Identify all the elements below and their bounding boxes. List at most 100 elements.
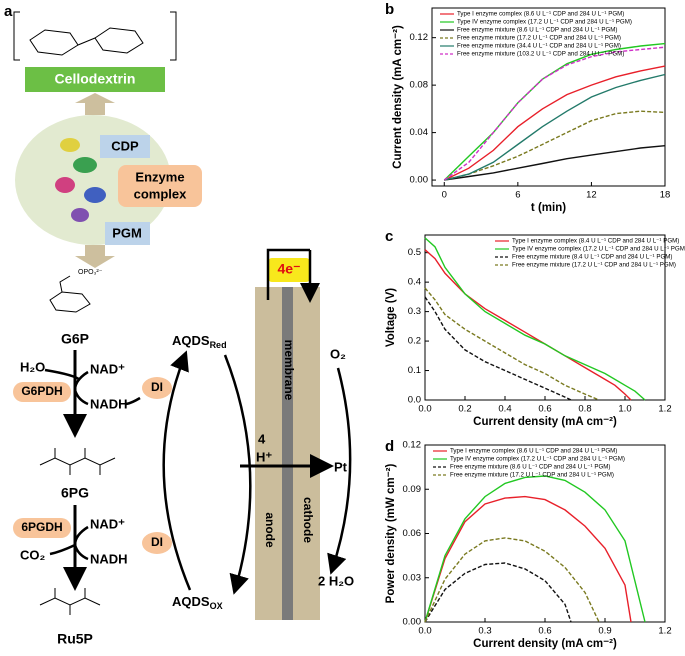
x-tick-label: 0.0 (418, 626, 431, 637)
cathode (293, 287, 320, 620)
series-line (424, 249, 632, 401)
anode (255, 287, 282, 620)
series-line (444, 145, 666, 181)
series-line (443, 42, 666, 181)
pgm-label: PGM (112, 225, 142, 240)
6pgdh-pill (13, 518, 71, 538)
h2o-label: H₂O (20, 359, 45, 374)
6pg-structure (39, 448, 116, 475)
x-tick-label: 1.2 (658, 404, 671, 415)
ru5p-structure (39, 588, 101, 615)
ru5p-label: Ru5P (57, 631, 93, 647)
enzyme-complex-label: complex (134, 186, 188, 201)
legend-label: Free enzyme mixture (8.4 U L⁻¹ CDP and 2… (512, 254, 672, 261)
x-tick-label: 0.0 (418, 404, 431, 415)
x-tick-label: 0.9 (598, 626, 611, 637)
y-tick-label: 0.03 (403, 572, 422, 583)
series-line (424, 237, 646, 401)
cdp-label: CDP (111, 138, 139, 153)
panel-label: c (385, 228, 393, 245)
nadh-label: NADH (90, 551, 128, 566)
water-label: 2 H₂O (318, 573, 354, 588)
series-line (443, 65, 666, 181)
x-tick-label: 0.6 (538, 626, 551, 637)
y-tick-label: 0.0 (408, 395, 421, 406)
6pg-label: 6PG (61, 485, 89, 501)
x-tick-label: 0.6 (538, 404, 551, 415)
mediator-arrow (162, 350, 192, 591)
y-tick-label: 0.06 (403, 528, 422, 539)
aqds-ox-label: AQDSOX (172, 594, 223, 611)
cellodextrin-box (25, 67, 165, 92)
enzyme-complex-label: Enzyme (135, 169, 184, 184)
arrow (75, 93, 115, 115)
y-tick-label: 0.00 (403, 617, 422, 628)
di-label: DI (151, 535, 163, 549)
electron-path (266, 248, 310, 300)
electron-label: 4e⁻ (278, 261, 301, 277)
y-axis-label: Current density (mA cm⁻²) (392, 25, 404, 169)
series-line (424, 475, 646, 623)
x-axis-label: Current density (mA cm⁻²) (473, 416, 617, 428)
series-line (424, 495, 632, 623)
y-tick-label: 0.12 (410, 32, 429, 43)
nad-label: NAD⁺ (90, 516, 125, 531)
series-line (424, 296, 572, 401)
panel-label: a (4, 3, 13, 20)
x-tick-label: 18 (660, 190, 671, 201)
di-arrow (124, 396, 141, 406)
o2-label: O₂ (330, 346, 346, 361)
membrane-label: membrane (282, 340, 296, 401)
x-tick-label: 0.3 (478, 626, 491, 637)
nad-label: NAD⁺ (90, 361, 125, 376)
legend-label: Type IV enzyme complex (17.2 U L⁻¹ CDP a… (512, 246, 685, 253)
pgm-box (105, 222, 150, 245)
series-line (424, 287, 600, 401)
x-tick-label: 0.4 (498, 404, 511, 415)
x-tick-label: 1.0 (618, 404, 631, 415)
di-pill (142, 377, 172, 399)
y-tick-label: 0.09 (403, 484, 422, 495)
phosphate: OPO₃²⁻ (78, 269, 103, 276)
x-axis-label: Current density (mA cm⁻²) (473, 638, 617, 650)
series-line (424, 562, 572, 623)
panel-label: b (385, 1, 394, 18)
y-tick-label: 0.00 (410, 175, 429, 186)
y-axis-label: Power density (mW cm⁻²) (385, 464, 397, 604)
y-tick-label: 0.1 (408, 365, 421, 376)
legend-label: Type I enzyme complex (8.6 U L⁻¹ CDP and… (457, 11, 624, 18)
g6pdh-label: G6PDH (21, 384, 62, 398)
legend-label: Free enzyme mixture (17.2 U L⁻¹ CDP and … (512, 262, 676, 269)
y-tick-label: 0.2 (408, 336, 421, 347)
legend-label: Type IV enzyme complex (17.2 U L⁻¹ CDP a… (457, 19, 632, 26)
diagram: a Cellodextrin CDP Enzyme complex PGM OP… (4, 3, 354, 647)
x-tick-label: 12 (586, 190, 597, 201)
6pgdh-label: 6PGDH (21, 520, 62, 534)
cathode-label: cathode (301, 497, 315, 543)
cdp-box (100, 135, 150, 158)
di-label: DI (151, 380, 163, 394)
electron-box (268, 258, 310, 282)
legend-label: Free enzyme mixture (34.4 U L⁻¹ CDP and … (457, 43, 621, 50)
series-line (424, 537, 600, 623)
legend-label: Free enzyme mixture (8.6 U L⁻¹ CDP and 2… (450, 464, 610, 471)
cellodextrin-structure (13, 11, 177, 61)
legend-label: Free enzyme mixture (17.2 U L⁻¹ CDP and … (457, 35, 621, 42)
g6p-label: G6P (61, 331, 89, 347)
legend-label: Type I enzyme complex (8.4 U L⁻¹ CDP and… (512, 238, 679, 245)
x-tick-label: 0.2 (458, 404, 471, 415)
x-axis-label: t (min) (531, 202, 566, 214)
y-tick-label: 0.04 (410, 127, 429, 138)
mediator-arrow (223, 354, 252, 595)
arrow (75, 245, 115, 268)
legend-label: Free enzyme mixture (103.2 U L⁻¹ CDP and… (457, 51, 624, 58)
y-tick-label: 0.08 (410, 80, 429, 91)
legend-label: Type I enzyme complex (8.6 U L⁻¹ CDP and… (450, 448, 617, 455)
series-line (444, 110, 666, 181)
series-line (443, 46, 666, 181)
x-tick-label: 1.2 (658, 626, 671, 637)
cofactor-arrow (49, 525, 89, 561)
membrane (282, 287, 293, 620)
y-tick-label: 0.4 (408, 277, 421, 288)
pt-label: Pt (334, 459, 348, 474)
